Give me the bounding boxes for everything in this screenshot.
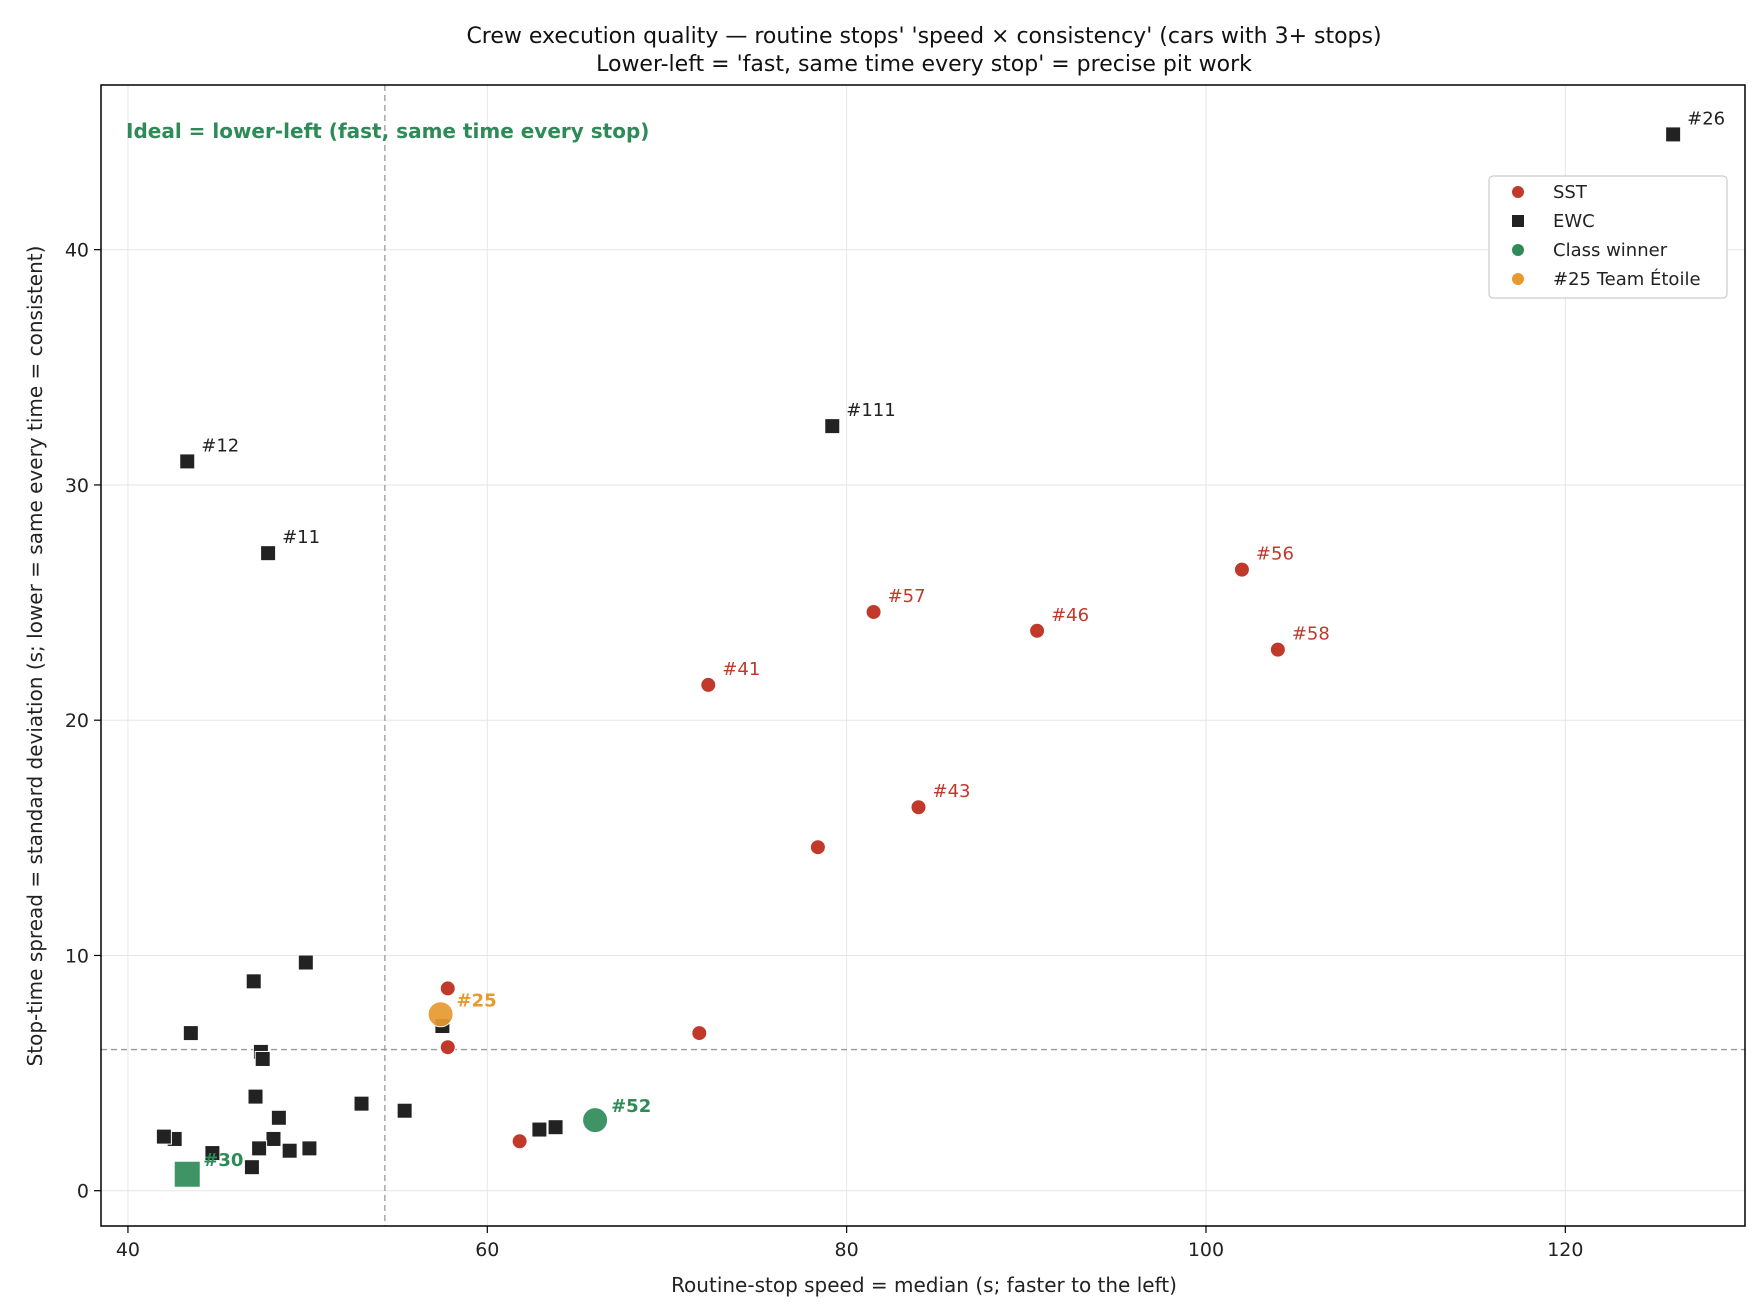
legend-label: SST (1553, 182, 1588, 203)
data-points (155, 126, 1682, 1188)
legend-frame (1488, 175, 1728, 299)
point-ewc (243, 1159, 260, 1176)
x-tick-label: 80 (835, 1239, 859, 1261)
label-43: #43 (933, 781, 971, 802)
point-11 (260, 545, 277, 562)
axis-ticks: 40 60 80 100 120 0 10 20 30 40 (65, 240, 1584, 1261)
y-tick-label: 30 (65, 475, 89, 497)
label-25: #25 (457, 990, 497, 1011)
point-25 (427, 1001, 454, 1028)
legend-marker (1512, 244, 1524, 256)
legend-label: Class winner (1553, 240, 1668, 261)
point-ewc (547, 1119, 564, 1136)
label-56: #56 (1256, 544, 1294, 565)
label-58: #58 (1292, 624, 1330, 645)
chart-title: Crew execution quality — routine stops' … (466, 24, 1381, 49)
point-ewc (301, 1140, 318, 1157)
point-ewc (396, 1102, 413, 1119)
label-111: #111 (846, 400, 895, 421)
y-tick-label: 0 (77, 1181, 89, 1203)
point-sst (439, 1039, 456, 1056)
point-sst (809, 839, 826, 856)
point-52 (582, 1107, 609, 1134)
point-ewc (265, 1130, 282, 1147)
point-sst (691, 1025, 708, 1042)
point-sst (511, 1133, 528, 1150)
point-ewc (251, 1140, 268, 1157)
label-52: #52 (611, 1096, 651, 1117)
point-ewc (270, 1109, 287, 1126)
point-46 (1029, 622, 1046, 639)
legend-label: #25 Team Étoile (1553, 268, 1701, 290)
point-26 (1665, 126, 1682, 143)
label-46: #46 (1051, 605, 1089, 626)
x-tick-label: 100 (1188, 1239, 1224, 1261)
legend-marker (1512, 215, 1524, 227)
point-ewc (204, 1145, 221, 1162)
point-43 (910, 799, 927, 816)
point-labels: #41 #57 #46 #56 #58 #43 #26 #111 #12 #11 #52 #30 #25 (201, 108, 1725, 1171)
point-ewc (182, 1025, 199, 1042)
x-tick-label: 40 (116, 1239, 140, 1261)
legend-label: EWC (1553, 211, 1595, 232)
point-12 (179, 453, 196, 470)
point-ewc (281, 1142, 298, 1159)
grid (101, 85, 1745, 1226)
point-ewc (531, 1121, 548, 1138)
point-ewc (353, 1095, 370, 1112)
label-57: #57 (888, 586, 926, 607)
ideal-annotation: Ideal = lower-left (fast, same time ever… (126, 119, 649, 143)
point-57 (865, 603, 882, 620)
x-tick-label: 60 (475, 1239, 499, 1261)
y-tick-label: 10 (65, 945, 89, 967)
point-41 (700, 676, 717, 693)
legend-marker (1512, 186, 1524, 198)
label-30: #30 (203, 1150, 243, 1171)
point-ewc (297, 954, 314, 971)
point-30 (173, 1160, 201, 1188)
point-ewc (254, 1050, 271, 1067)
legend-marker (1512, 273, 1524, 285)
label-11: #11 (282, 527, 320, 548)
plot-frame (100, 84, 1746, 1227)
point-56 (1233, 561, 1250, 578)
point-ewc (155, 1128, 172, 1145)
chart-subtitle: Lower-left = 'fast, same time every stop… (596, 52, 1252, 77)
point-111 (824, 418, 841, 435)
label-26: #26 (1687, 108, 1725, 129)
y-tick-label: 40 (65, 240, 89, 262)
point-sst (439, 980, 456, 997)
label-41: #41 (722, 659, 760, 680)
legend: SST EWC Class winner #25 Team Étoile (1488, 175, 1728, 299)
x-axis-label: Routine-stop speed = median (s; faster t… (671, 1273, 1177, 1297)
reference-lines (101, 85, 1745, 1226)
y-axis-label: Stop-time spread = standard deviation (s… (23, 246, 47, 1067)
x-tick-label: 120 (1547, 1239, 1583, 1261)
label-12: #12 (201, 435, 239, 456)
point-ewc (245, 973, 262, 990)
y-tick-label: 20 (65, 710, 89, 732)
point-58 (1269, 641, 1286, 658)
point-ewc (247, 1088, 264, 1105)
